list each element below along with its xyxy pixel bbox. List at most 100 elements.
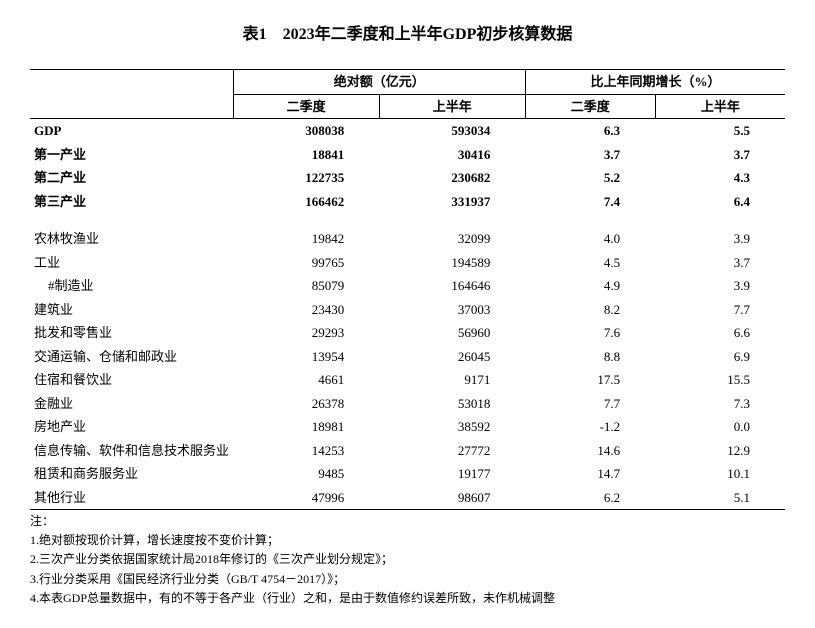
header-gr-h1: 上半年 bbox=[655, 94, 785, 119]
cell-abs-q2: 99765 bbox=[233, 251, 379, 275]
cell-abs-q2: 26378 bbox=[233, 392, 379, 416]
cell-gr-q2: 14.6 bbox=[525, 439, 655, 463]
row-label: 房地产业 bbox=[30, 415, 233, 439]
cell-gr-q2: 14.7 bbox=[525, 462, 655, 486]
row-label: 其他行业 bbox=[30, 486, 233, 510]
table-row: 工业997651945894.53.7 bbox=[30, 251, 785, 275]
cell-abs-q2: 13954 bbox=[233, 345, 379, 369]
cell-abs-q2: 85079 bbox=[233, 274, 379, 298]
cell-gr-q2: 7.7 bbox=[525, 392, 655, 416]
gdp-table: 绝对额（亿元） 比上年同期增长（%） 二季度 上半年 二季度 上半年 GDP30… bbox=[30, 69, 785, 510]
cell-abs-q2: 19842 bbox=[233, 227, 379, 251]
header-blank bbox=[30, 70, 233, 95]
cell-abs-h1: 230682 bbox=[379, 166, 525, 190]
cell-abs-q2: 4661 bbox=[233, 368, 379, 392]
header-growth-group: 比上年同期增长（%） bbox=[525, 70, 785, 95]
cell-abs-q2: 14253 bbox=[233, 439, 379, 463]
cell-abs-h1: 9171 bbox=[379, 368, 525, 392]
table-row: 房地产业1898138592-1.20.0 bbox=[30, 415, 785, 439]
cell-abs-h1: 164646 bbox=[379, 274, 525, 298]
row-label: 农林牧渔业 bbox=[30, 227, 233, 251]
cell-gr-h1: 12.9 bbox=[655, 439, 785, 463]
cell-gr-q2: 8.8 bbox=[525, 345, 655, 369]
cell-gr-h1: 4.3 bbox=[655, 166, 785, 190]
cell-gr-h1: 10.1 bbox=[655, 462, 785, 486]
row-label: 第三产业 bbox=[30, 190, 233, 214]
table-row: 其他行业47996986076.25.1 bbox=[30, 486, 785, 510]
header-gr-q2: 二季度 bbox=[525, 94, 655, 119]
cell-gr-h1: 5.5 bbox=[655, 119, 785, 143]
cell-gr-q2: 5.2 bbox=[525, 166, 655, 190]
row-label: 工业 bbox=[30, 251, 233, 275]
cell-gr-h1: 5.1 bbox=[655, 486, 785, 510]
cell-gr-q2: 7.4 bbox=[525, 190, 655, 214]
table-row: 金融业26378530187.77.3 bbox=[30, 392, 785, 416]
row-label: 租赁和商务服务业 bbox=[30, 462, 233, 486]
cell-gr-h1: 3.9 bbox=[655, 227, 785, 251]
cell-gr-q2: 7.6 bbox=[525, 321, 655, 345]
table-row: 第三产业1664623319377.46.4 bbox=[30, 190, 785, 214]
header-abs-q2: 二季度 bbox=[233, 94, 379, 119]
cell-abs-q2: 47996 bbox=[233, 486, 379, 510]
cell-gr-h1: 15.5 bbox=[655, 368, 785, 392]
cell-gr-h1: 7.7 bbox=[655, 298, 785, 322]
table-row: 第一产业18841304163.73.7 bbox=[30, 143, 785, 167]
cell-abs-h1: 27772 bbox=[379, 439, 525, 463]
cell-abs-h1: 98607 bbox=[379, 486, 525, 510]
cell-gr-h1: 6.9 bbox=[655, 345, 785, 369]
cell-abs-q2: 23430 bbox=[233, 298, 379, 322]
cell-abs-q2: 29293 bbox=[233, 321, 379, 345]
cell-gr-q2: 4.9 bbox=[525, 274, 655, 298]
table-row: 建筑业23430370038.27.7 bbox=[30, 298, 785, 322]
row-label: 住宿和餐饮业 bbox=[30, 368, 233, 392]
cell-abs-h1: 32099 bbox=[379, 227, 525, 251]
cell-abs-h1: 53018 bbox=[379, 392, 525, 416]
row-label: 交通运输、仓储和邮政业 bbox=[30, 345, 233, 369]
cell-gr-q2: -1.2 bbox=[525, 415, 655, 439]
cell-gr-h1: 3.7 bbox=[655, 143, 785, 167]
cell-abs-h1: 56960 bbox=[379, 321, 525, 345]
cell-gr-q2: 4.0 bbox=[525, 227, 655, 251]
cell-abs-h1: 194589 bbox=[379, 251, 525, 275]
table-row: 第二产业1227352306825.24.3 bbox=[30, 166, 785, 190]
cell-abs-h1: 593034 bbox=[379, 119, 525, 143]
cell-abs-h1: 331937 bbox=[379, 190, 525, 214]
cell-abs-q2: 308038 bbox=[233, 119, 379, 143]
footnotes: 注： 1.绝对额按现价计算，增长速度按不变价计算； 2.三次产业分类依据国家统计… bbox=[30, 512, 785, 608]
footnote-item: 4.本表GDP总量数据中，有的不等于各产业（行业）之和，是由于数值修约误差所致，… bbox=[30, 589, 785, 608]
table-row: 住宿和餐饮业4661917117.515.5 bbox=[30, 368, 785, 392]
footnote-item: 1.绝对额按现价计算，增长速度按不变价计算； bbox=[30, 531, 785, 550]
cell-gr-h1: 7.3 bbox=[655, 392, 785, 416]
table-row: 信息传输、软件和信息技术服务业142532777214.612.9 bbox=[30, 439, 785, 463]
table-row: 批发和零售业29293569607.66.6 bbox=[30, 321, 785, 345]
spacer-row bbox=[30, 213, 785, 227]
header-abs-group: 绝对额（亿元） bbox=[233, 70, 525, 95]
row-label: 第一产业 bbox=[30, 143, 233, 167]
footnote-item: 2.三次产业分类依据国家统计局2018年修订的《三次产业划分规定》； bbox=[30, 550, 785, 569]
table-row: #制造业850791646464.93.9 bbox=[30, 274, 785, 298]
cell-abs-q2: 9485 bbox=[233, 462, 379, 486]
cell-gr-q2: 6.3 bbox=[525, 119, 655, 143]
row-label: 信息传输、软件和信息技术服务业 bbox=[30, 439, 233, 463]
row-label: GDP bbox=[30, 119, 233, 143]
cell-abs-h1: 19177 bbox=[379, 462, 525, 486]
cell-gr-q2: 4.5 bbox=[525, 251, 655, 275]
cell-abs-q2: 122735 bbox=[233, 166, 379, 190]
cell-abs-q2: 18981 bbox=[233, 415, 379, 439]
cell-gr-h1: 3.7 bbox=[655, 251, 785, 275]
cell-gr-q2: 17.5 bbox=[525, 368, 655, 392]
cell-gr-h1: 3.9 bbox=[655, 274, 785, 298]
cell-abs-q2: 166462 bbox=[233, 190, 379, 214]
table-title: 表1 2023年二季度和上半年GDP初步核算数据 bbox=[30, 20, 785, 44]
row-label: 建筑业 bbox=[30, 298, 233, 322]
row-label: 金融业 bbox=[30, 392, 233, 416]
row-label: 第二产业 bbox=[30, 166, 233, 190]
cell-gr-q2: 6.2 bbox=[525, 486, 655, 510]
header-abs-h1: 上半年 bbox=[379, 94, 525, 119]
table-row: GDP3080385930346.35.5 bbox=[30, 119, 785, 143]
row-label: #制造业 bbox=[30, 274, 233, 298]
table-row: 租赁和商务服务业94851917714.710.1 bbox=[30, 462, 785, 486]
cell-gr-h1: 6.6 bbox=[655, 321, 785, 345]
table-row: 交通运输、仓储和邮政业13954260458.86.9 bbox=[30, 345, 785, 369]
header-blank-2 bbox=[30, 94, 233, 119]
